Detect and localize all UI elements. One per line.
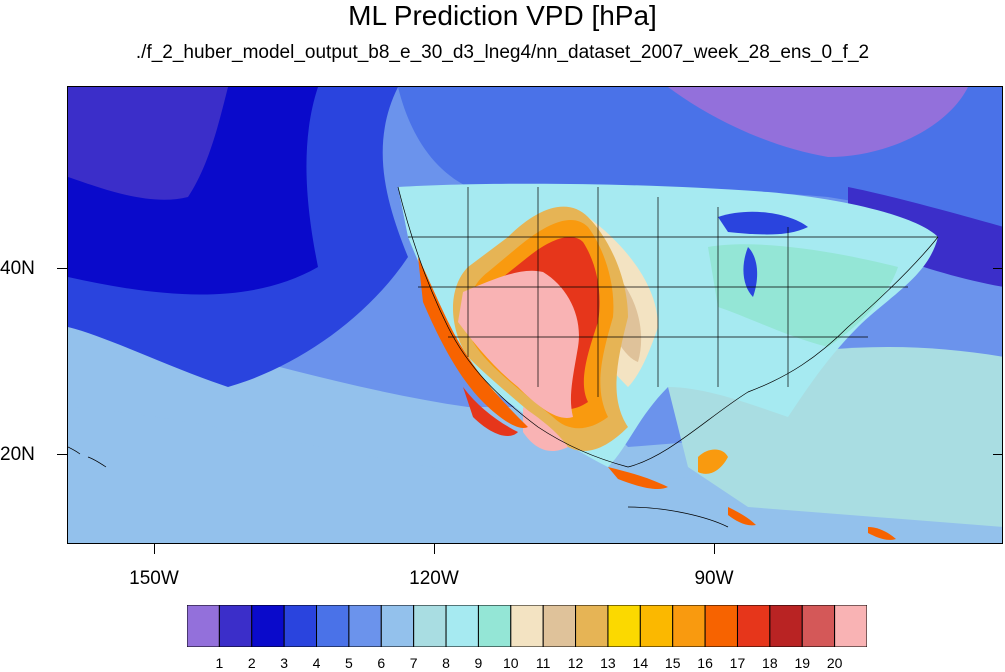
colorbar-swatch — [639, 604, 674, 648]
colorbar-label: 10 — [503, 655, 519, 671]
colorbar-swatch — [607, 604, 641, 648]
lat-tick-20n-right — [993, 454, 1003, 455]
lat-tick-20n — [57, 454, 67, 455]
colorbar-label: 14 — [632, 655, 649, 671]
colorbar-label: 6 — [377, 655, 386, 671]
colorbar-swatch — [413, 604, 447, 648]
lat-tick-40n-right — [993, 268, 1003, 269]
lat-label-20n: 20N — [0, 444, 35, 465]
colorbar-label: 8 — [442, 655, 450, 671]
colorbar-label: 3 — [280, 655, 289, 671]
colorbar-swatch — [445, 604, 479, 648]
lon-tick-150w — [154, 544, 155, 554]
colorbar-swatch — [672, 604, 706, 648]
colorbar-label: 11 — [535, 655, 551, 671]
lon-label-90w: 90W — [694, 568, 734, 589]
colorbar-label: 7 — [409, 655, 418, 671]
colorbar-label: 2 — [247, 655, 256, 671]
colorbar-swatch — [801, 604, 836, 648]
colorbar-label: 15 — [664, 655, 681, 671]
colorbar-swatch — [251, 604, 285, 648]
colorbar-swatch — [283, 604, 318, 648]
colorbar-label: 16 — [697, 655, 713, 671]
lat-label-40n: 40N — [0, 258, 35, 279]
lon-tick-120w — [434, 544, 435, 554]
colorbar-label: 13 — [600, 655, 616, 671]
colorbar-swatches — [186, 604, 868, 648]
map-title: ML Prediction VPD [hPa] — [348, 0, 657, 31]
colorbar-label: 1 — [215, 655, 224, 671]
colorbar-swatch — [704, 604, 738, 648]
colorbar-label: 17 — [729, 655, 746, 671]
colorbar-label: 4 — [312, 655, 321, 671]
colorbar-label: 9 — [474, 655, 483, 671]
colorbar — [186, 604, 868, 648]
colorbar-label: 20 — [826, 655, 843, 671]
colorbar-swatch — [736, 604, 771, 648]
vpd-map — [67, 86, 1003, 544]
colorbar-swatch — [218, 604, 253, 648]
colorbar-label: 18 — [762, 655, 778, 671]
colorbar-swatch — [186, 604, 220, 648]
colorbar-swatch — [380, 604, 415, 648]
colorbar-swatch — [575, 604, 609, 648]
colorbar-swatch — [316, 604, 350, 648]
colorbar-swatch — [542, 604, 577, 648]
colorbar-label: 5 — [344, 655, 353, 671]
lon-label-120w: 120W — [409, 568, 459, 589]
colorbar-swatch — [348, 604, 382, 648]
lat-tick-40n — [57, 268, 67, 269]
colorbar-label: 19 — [794, 655, 811, 671]
colorbar-swatch — [834, 604, 868, 648]
vpd-field — [68, 87, 1002, 543]
lon-label-150w: 150W — [129, 568, 179, 589]
colorbar-swatch — [769, 604, 803, 648]
colorbar-label: 12 — [567, 655, 584, 671]
colorbar-swatch — [477, 604, 512, 648]
colorbar-swatch — [510, 604, 544, 648]
lon-tick-90w — [714, 544, 715, 554]
map-subtitle: ./f_2_huber_model_output_b8_e_30_d3_lneg… — [135, 42, 870, 63]
